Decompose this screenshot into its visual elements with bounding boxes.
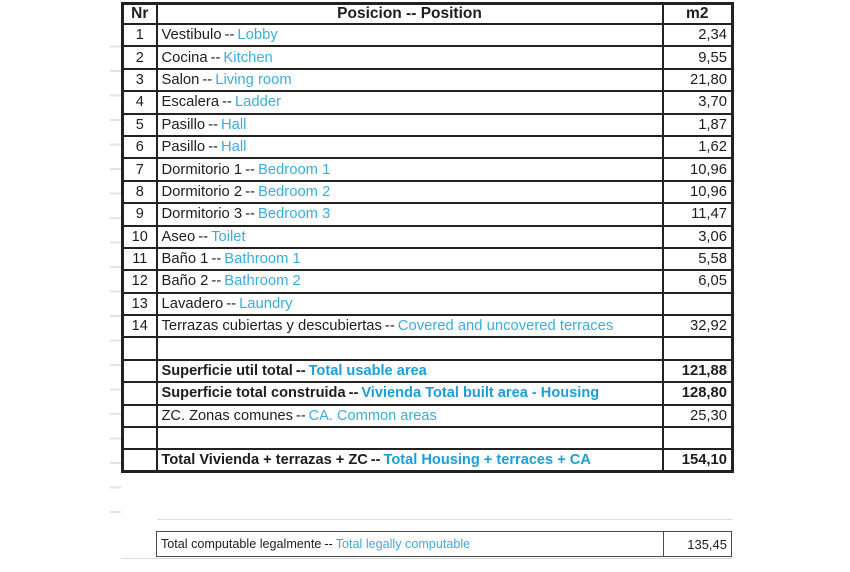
legally-computable-row: Total computable legalmente -- Total legal… xyxy=(156,531,732,557)
summary-row-usable-area: Superficie util total -- Total usable area… xyxy=(121,358,734,384)
cell-m2: 1,62 xyxy=(661,134,734,160)
table-row: 4 Escalera -- Ladder 3,70 xyxy=(121,90,734,115)
cell-nr xyxy=(121,403,158,429)
header-row: Nr Posicion -- Position m2 xyxy=(121,2,734,25)
cell-nr: 10 xyxy=(121,224,158,249)
cell-nr: 9 xyxy=(121,202,158,227)
cell-nr: 5 xyxy=(121,112,158,137)
cell-position: Lavadero -- Laundry xyxy=(155,291,664,317)
cell-position xyxy=(155,426,664,451)
col-header-nr: Nr xyxy=(121,2,158,25)
cell-nr xyxy=(121,381,158,406)
summary-row-grand-total: Total Vivienda + terrazas + ZC -- Total Ho… xyxy=(121,448,734,473)
cell-m2: 121,88 xyxy=(661,358,734,384)
cell-nr: 7 xyxy=(121,157,158,182)
cell-position: Salon -- Living room xyxy=(155,67,664,93)
summary-row-common-areas: ZC. Zonas comunes -- CA. Common areas 25,3… xyxy=(121,403,734,429)
cell-m2: 154,10 xyxy=(661,448,734,473)
cell-position: Dormitorio 2 -- Bedroom 2 xyxy=(155,179,664,205)
table-row: 12 Baño 2 -- Bathroom 2 6,05 xyxy=(121,269,734,294)
summary-row-built-area: Superficie total construida -- Vivienda To… xyxy=(121,381,734,406)
cell-nr xyxy=(121,358,158,384)
cell-position xyxy=(155,336,664,361)
faint-gridline xyxy=(157,519,732,520)
cell-nr: 1 xyxy=(121,22,158,48)
cell-position: Pasillo -- Hall xyxy=(155,112,664,137)
room-area-table: Nr Posicion -- Position m2 1 Vestibulo --… xyxy=(121,2,734,474)
cell-nr: 6 xyxy=(121,134,158,160)
cell-nr: 14 xyxy=(121,314,158,339)
cell-m2: 3,70 xyxy=(661,90,734,115)
cell-m2: 25,30 xyxy=(661,403,734,429)
cell-m2: 21,80 xyxy=(661,67,734,93)
table-row: 11 Baño 1 -- Bathroom 1 5,58 xyxy=(121,246,734,272)
cell-m2: 10,96 xyxy=(661,157,734,182)
cell-position: Terrazas cubiertas y descubiertas -- Cover… xyxy=(155,314,664,339)
table-row: 9 Dormitorio 3 -- Bedroom 3 11,47 xyxy=(121,202,734,227)
table-row: 5 Pasillo -- Hall 1,87 xyxy=(121,112,734,137)
area-table-sheet: Nr Posicion -- Position m2 1 Vestibulo --… xyxy=(110,2,734,559)
cell-position: Pasillo -- Hall xyxy=(155,134,664,160)
cell-nr: 11 xyxy=(121,246,158,272)
table-row: 10 Aseo -- Toilet 3,06 xyxy=(121,224,734,249)
cell-m2: 6,05 xyxy=(661,269,734,294)
cell-m2: 128,80 xyxy=(661,381,734,406)
cell-position: Superficie util total -- Total usable area xyxy=(155,358,664,384)
cell-nr xyxy=(121,336,158,361)
table-row: 8 Dormitorio 2 -- Bedroom 2 10,96 xyxy=(121,179,734,205)
cell-nr: 13 xyxy=(121,291,158,317)
table-row: 6 Pasillo -- Hall 1,62 xyxy=(121,134,734,160)
cell-position: Baño 2 -- Bathroom 2 xyxy=(155,269,664,294)
cell-m2: 9,55 xyxy=(661,45,734,70)
table-row: 14 Terrazas cubiertas y descubiertas -- Co… xyxy=(121,314,734,339)
cell-m2: 11,47 xyxy=(661,202,734,227)
table-row: 13 Lavadero -- Laundry xyxy=(121,291,734,317)
cell-m2 xyxy=(661,426,734,451)
table-row: 1 Vestibulo -- Lobby 2,34 xyxy=(121,22,734,48)
spacer-row xyxy=(121,336,734,361)
cell-m2: 1,87 xyxy=(661,112,734,137)
table-row: 7 Dormitorio 1 -- Bedroom 1 10,96 xyxy=(121,157,734,182)
cell-m2: 2,34 xyxy=(661,22,734,48)
cell-m2: 3,06 xyxy=(661,224,734,249)
cell-m2 xyxy=(661,291,734,317)
faint-gridline xyxy=(121,558,732,559)
cell-nr: 3 xyxy=(121,67,158,93)
spacer-row xyxy=(121,426,734,451)
table-row: 2 Cocina -- Kitchen 9,55 xyxy=(121,45,734,70)
cell-nr: 12 xyxy=(121,269,158,294)
cell-nr: 8 xyxy=(121,179,158,205)
cell-m2: 5,58 xyxy=(661,246,734,272)
cell-m2 xyxy=(661,336,734,361)
cell-position: Superficie total construida -- Vivienda To… xyxy=(155,381,664,406)
cell-nr xyxy=(121,426,158,451)
cell-position: Aseo -- Toilet xyxy=(155,224,664,249)
cell-m2: 10,96 xyxy=(661,179,734,205)
cell-m2: 32,92 xyxy=(661,314,734,339)
col-header-position: Posicion -- Position xyxy=(155,2,664,25)
cell-position: Vestibulo -- Lobby xyxy=(155,22,664,48)
cell-nr: 2 xyxy=(121,45,158,70)
cell-position: Cocina -- Kitchen xyxy=(155,45,664,70)
cell-m2: 135,45 xyxy=(663,532,731,556)
table-row: 3 Salon -- Living room 21,80 xyxy=(121,67,734,93)
cell-nr: 4 xyxy=(121,90,158,115)
cell-position: ZC. Zonas comunes -- CA. Common areas xyxy=(155,403,664,429)
cell-position: Total Vivienda + terrazas + ZC -- Total Ho… xyxy=(155,448,664,473)
col-header-m2: m2 xyxy=(661,2,734,25)
cell-nr xyxy=(121,448,158,473)
gridline-stubs xyxy=(110,23,121,515)
cell-position: Baño 1 -- Bathroom 1 xyxy=(155,246,664,272)
cell-position: Escalera -- Ladder xyxy=(155,90,664,115)
cell-position: Dormitorio 3 -- Bedroom 3 xyxy=(155,202,664,227)
cell-position: Dormitorio 1 -- Bedroom 1 xyxy=(155,157,664,182)
cell-position: Total computable legalmente -- Total legal… xyxy=(161,537,471,551)
